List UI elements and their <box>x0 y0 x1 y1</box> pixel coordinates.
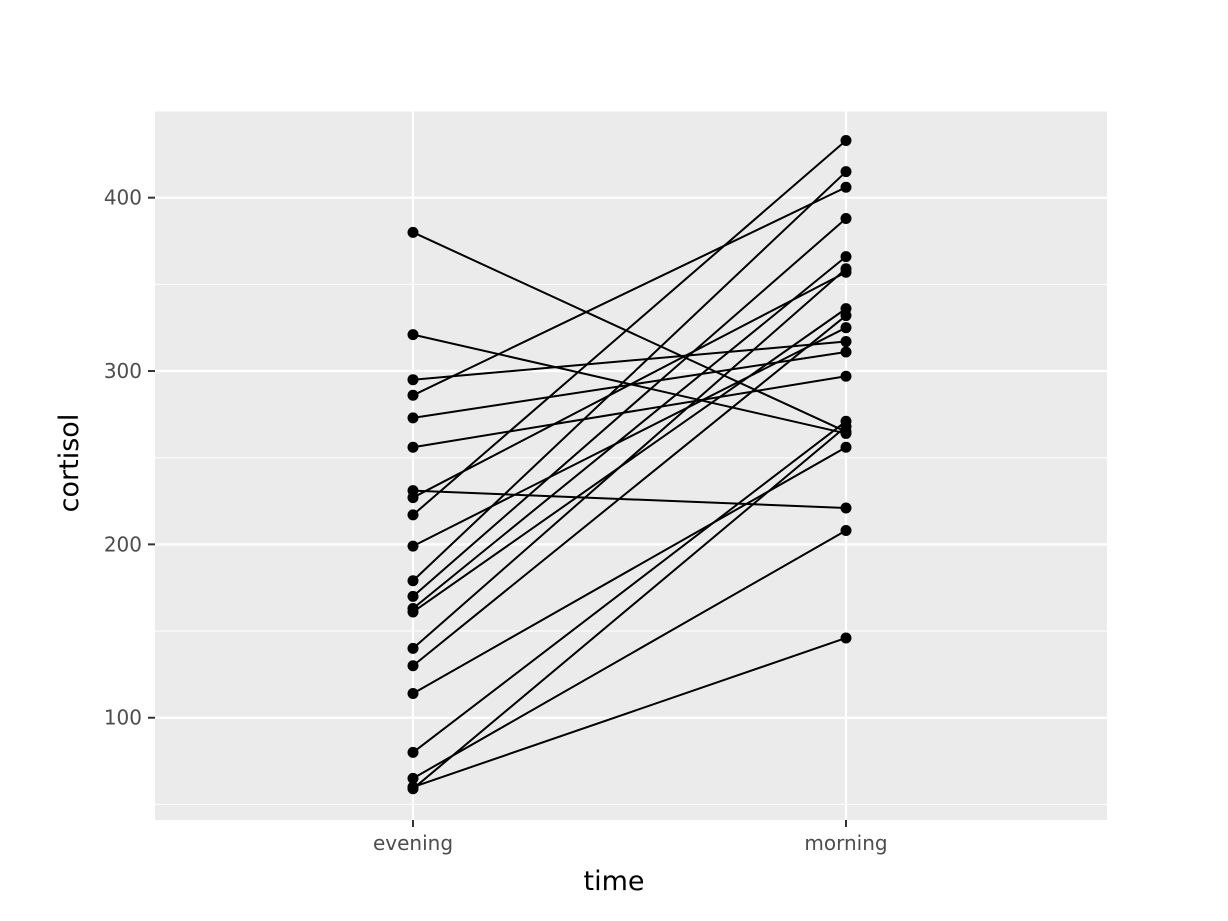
data-point <box>840 502 852 514</box>
data-point <box>840 346 852 358</box>
data-point <box>840 263 852 275</box>
data-point <box>407 606 419 618</box>
data-point <box>407 590 419 602</box>
series-lines <box>412 139 847 790</box>
data-point <box>840 420 852 432</box>
data-point <box>407 492 419 504</box>
data-point <box>407 746 419 758</box>
series-line <box>412 217 847 598</box>
y-tick-label: 400 <box>104 186 142 210</box>
series-line <box>412 529 847 780</box>
y-tick-label: 300 <box>104 359 142 383</box>
plot-panel <box>155 111 1107 820</box>
data-point <box>840 441 852 453</box>
data-point <box>840 310 852 322</box>
series-line <box>412 231 847 433</box>
data-point <box>407 374 419 386</box>
series-line <box>412 267 847 650</box>
data-point <box>840 370 852 382</box>
series-line <box>412 425 847 790</box>
series-line <box>412 314 847 667</box>
series-line <box>412 420 847 754</box>
data-point <box>407 772 419 784</box>
x-axis-title: time <box>583 866 644 897</box>
data-point <box>840 525 852 537</box>
data-point <box>840 181 852 193</box>
series-line <box>412 307 847 613</box>
data-point <box>840 212 852 224</box>
data-point <box>407 660 419 672</box>
x-tick-label: morning <box>804 831 887 855</box>
x-axis: evening morning <box>373 820 888 855</box>
series-line <box>412 170 847 582</box>
data-point <box>407 509 419 521</box>
data-point <box>407 642 419 654</box>
series-line <box>412 139 847 516</box>
series-line <box>412 489 847 509</box>
y-axis: 100 200 300 400 <box>104 186 155 730</box>
data-point <box>840 336 852 348</box>
series-line <box>412 637 847 789</box>
data-point <box>840 166 852 178</box>
data-point <box>407 329 419 341</box>
data-point <box>840 251 852 263</box>
data-point <box>840 134 852 146</box>
x-tick-label: evening <box>373 831 453 855</box>
series-line <box>412 340 847 381</box>
series-line <box>412 446 847 695</box>
data-point <box>407 783 419 795</box>
series-line <box>412 271 847 499</box>
data-point <box>407 389 419 401</box>
data-point <box>840 322 852 334</box>
data-point <box>407 687 419 699</box>
data-point <box>407 540 419 552</box>
data-point <box>407 226 419 238</box>
data-point <box>407 575 419 587</box>
data-point <box>407 441 419 453</box>
y-tick-label: 100 <box>104 706 142 730</box>
series-line <box>412 186 847 397</box>
series-line <box>412 326 847 548</box>
major-gridlines <box>155 111 1107 820</box>
data-point <box>407 412 419 424</box>
series-line <box>412 375 847 449</box>
y-tick-label: 200 <box>104 532 142 556</box>
series-points <box>407 134 852 795</box>
series-line <box>412 255 847 610</box>
y-axis-title: cortisol <box>54 414 85 513</box>
data-point <box>840 632 852 644</box>
